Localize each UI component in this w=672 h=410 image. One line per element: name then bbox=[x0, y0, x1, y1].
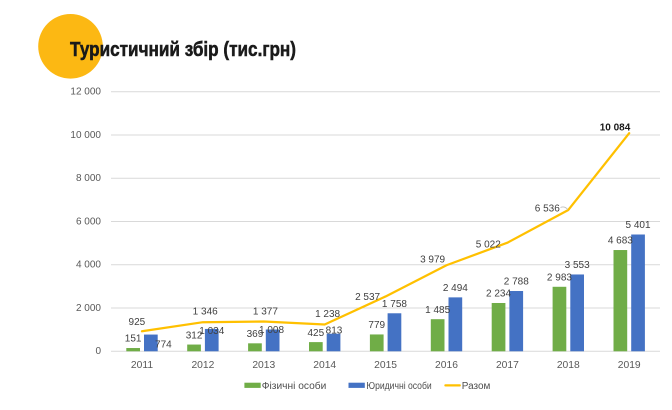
svg-text:2 788: 2 788 bbox=[504, 277, 529, 288]
svg-text:2011: 2011 bbox=[131, 360, 153, 371]
svg-text:2017: 2017 bbox=[496, 360, 519, 371]
svg-text:2016: 2016 bbox=[435, 360, 458, 371]
svg-text:Фізичні особи: Фізичні особи bbox=[262, 380, 327, 392]
svg-text:1 034: 1 034 bbox=[199, 326, 224, 337]
svg-text:1 758: 1 758 bbox=[382, 299, 407, 310]
svg-text:4 000: 4 000 bbox=[76, 260, 101, 271]
svg-text:1 238: 1 238 bbox=[315, 309, 340, 320]
svg-text:2018: 2018 bbox=[557, 360, 580, 371]
svg-text:2014: 2014 bbox=[313, 360, 336, 371]
svg-text:2012: 2012 bbox=[191, 360, 214, 371]
svg-text:1 485: 1 485 bbox=[425, 305, 450, 316]
svg-text:12 000: 12 000 bbox=[70, 87, 101, 98]
svg-text:1 008: 1 008 bbox=[259, 325, 284, 336]
svg-text:2 234: 2 234 bbox=[486, 289, 511, 300]
svg-text:3 979: 3 979 bbox=[420, 255, 445, 266]
svg-text:2 983: 2 983 bbox=[547, 272, 572, 283]
svg-text:2019: 2019 bbox=[618, 360, 641, 371]
svg-text:774: 774 bbox=[155, 339, 172, 350]
svg-text:10 084: 10 084 bbox=[600, 123, 631, 134]
svg-text:3 553: 3 553 bbox=[565, 260, 590, 271]
svg-text:10 000: 10 000 bbox=[70, 130, 101, 141]
svg-text:813: 813 bbox=[326, 325, 343, 336]
svg-text:2 494: 2 494 bbox=[443, 283, 468, 294]
svg-text:5 401: 5 401 bbox=[626, 220, 651, 231]
svg-text:925: 925 bbox=[129, 317, 146, 328]
svg-text:425: 425 bbox=[308, 328, 325, 339]
svg-text:1 346: 1 346 bbox=[193, 307, 218, 318]
svg-text:779: 779 bbox=[368, 320, 385, 331]
svg-text:312: 312 bbox=[186, 330, 203, 341]
svg-text:5 022: 5 022 bbox=[476, 239, 501, 250]
svg-text:2013: 2013 bbox=[252, 360, 275, 371]
svg-text:2 537: 2 537 bbox=[355, 292, 380, 303]
svg-text:151: 151 bbox=[125, 334, 142, 345]
svg-text:6 536: 6 536 bbox=[535, 204, 560, 215]
svg-text:369: 369 bbox=[247, 329, 264, 340]
svg-text:8 000: 8 000 bbox=[76, 173, 101, 184]
svg-text:2015: 2015 bbox=[374, 360, 397, 371]
svg-text:1 377: 1 377 bbox=[253, 307, 278, 318]
svg-text:6 000: 6 000 bbox=[76, 216, 101, 227]
svg-text:2 000: 2 000 bbox=[76, 303, 101, 314]
svg-text:Юридичні особи: Юридичні особи bbox=[366, 380, 431, 392]
svg-text:4 683: 4 683 bbox=[608, 236, 633, 247]
svg-text:0: 0 bbox=[95, 346, 101, 357]
svg-text:Туристичний збір (тис.грн): Туристичний збір (тис.грн) bbox=[70, 39, 296, 61]
svg-text:Разом: Разом bbox=[462, 381, 491, 392]
